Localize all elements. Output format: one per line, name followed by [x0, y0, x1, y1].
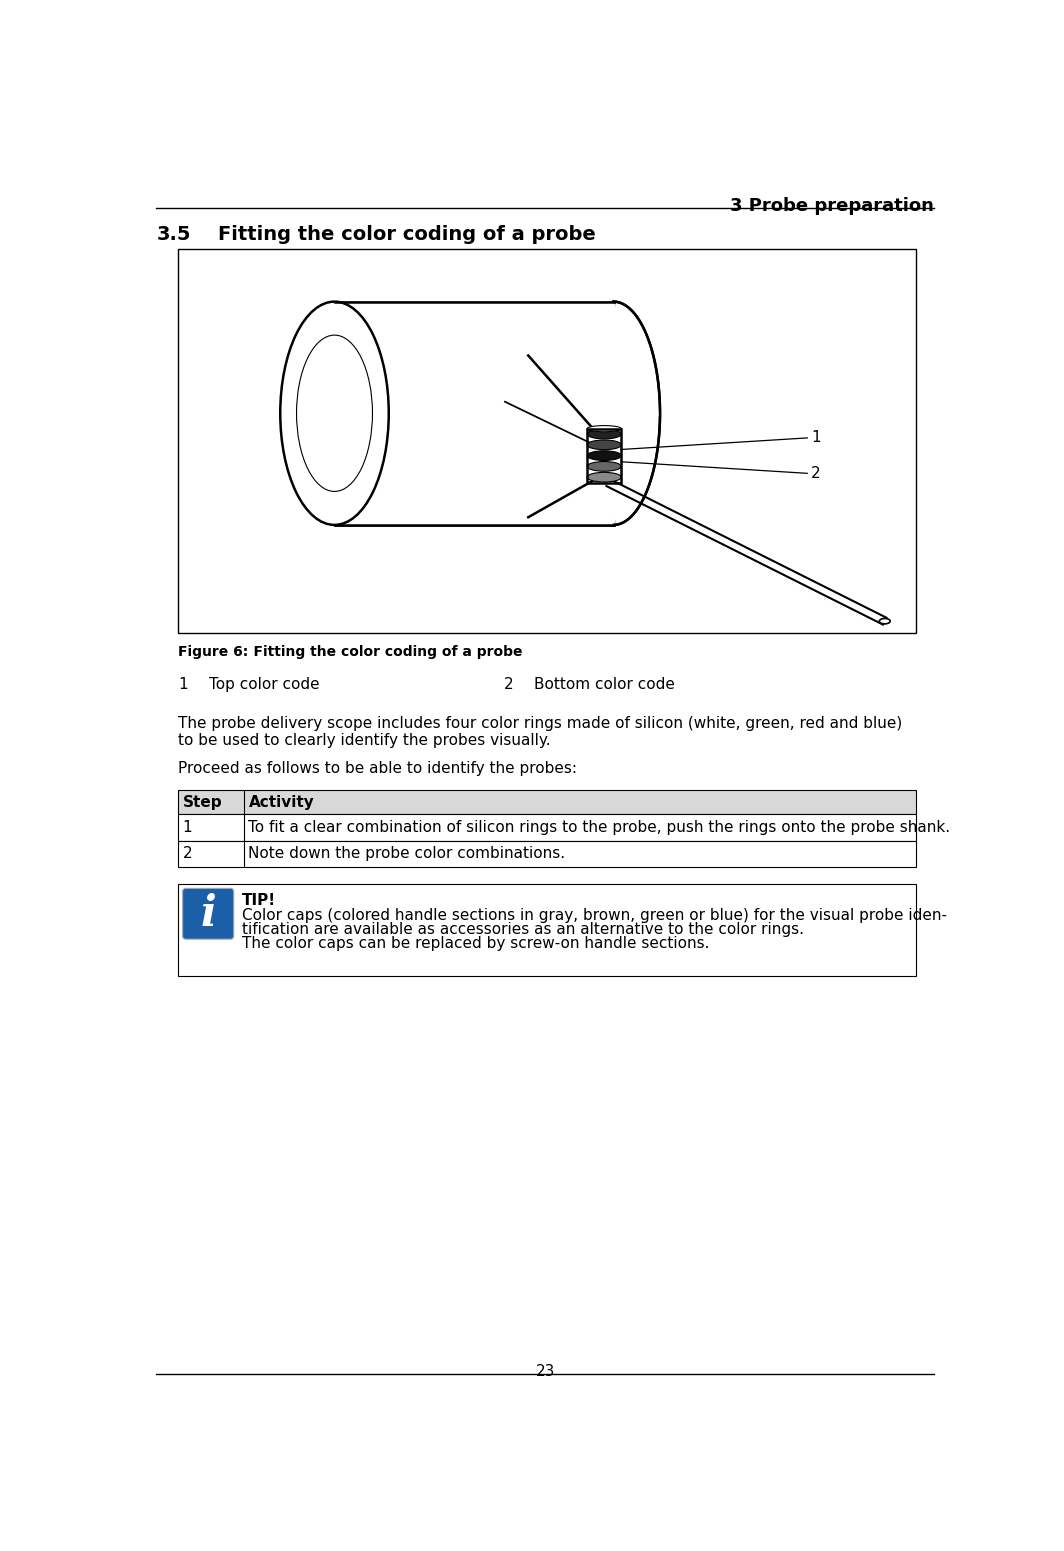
Text: Proceed as follows to be able to identify the probes:: Proceed as follows to be able to identif…	[178, 760, 577, 776]
Text: Fitting the color coding of a probe: Fitting the color coding of a probe	[234, 645, 522, 659]
Text: Figure 6:: Figure 6:	[178, 645, 248, 659]
Ellipse shape	[587, 473, 621, 482]
Bar	[178, 884, 916, 976]
Bar	[178, 789, 916, 814]
Text: 3 Probe preparation: 3 Probe preparation	[731, 197, 934, 216]
Bar	[178, 814, 916, 841]
FancyBboxPatch shape	[183, 889, 234, 940]
Bar	[178, 841, 916, 867]
Text: Activity: Activity	[249, 794, 314, 810]
Text: 2: 2	[183, 847, 193, 861]
Ellipse shape	[587, 451, 621, 461]
Ellipse shape	[879, 619, 891, 624]
Text: Bottom color code: Bottom color code	[534, 678, 676, 692]
Ellipse shape	[587, 425, 621, 431]
Ellipse shape	[587, 430, 621, 439]
Bar	[178, 250, 916, 633]
Text: 1: 1	[183, 820, 193, 834]
Text: Color caps (colored handle sections in gray, brown, green or blue) for the visua: Color caps (colored handle sections in g…	[242, 909, 947, 923]
Ellipse shape	[297, 335, 372, 492]
Text: TIP!: TIP!	[242, 893, 276, 907]
Text: 1: 1	[811, 431, 820, 445]
Text: 23: 23	[535, 1365, 555, 1379]
Text: Top color code: Top color code	[209, 678, 319, 692]
Text: Step: Step	[183, 794, 222, 810]
Text: Fitting the color coding of a probe: Fitting the color coding of a probe	[218, 225, 596, 244]
Text: 2: 2	[503, 678, 513, 692]
Text: To fit a clear combination of silicon rings to the probe, push the rings onto th: To fit a clear combination of silicon ri…	[249, 820, 950, 834]
Ellipse shape	[587, 462, 621, 472]
Ellipse shape	[587, 440, 621, 450]
Text: 3.5: 3.5	[156, 225, 190, 244]
Text: to be used to clearly identify the probes visually.: to be used to clearly identify the probe…	[178, 732, 550, 748]
Text: 2: 2	[811, 465, 820, 481]
Text: 1: 1	[178, 678, 187, 692]
Ellipse shape	[280, 301, 388, 524]
Polygon shape	[334, 301, 660, 524]
Text: tification are available as accessories as an alternative to the color rings.: tification are available as accessories …	[242, 923, 803, 937]
Text: The color caps can be replaced by screw-on handle sections.: The color caps can be replaced by screw-…	[242, 937, 709, 951]
Text: The probe delivery scope includes four color rings made of silicon (white, green: The probe delivery scope includes four c…	[178, 717, 902, 731]
Text: Note down the probe color combinations.: Note down the probe color combinations.	[249, 847, 566, 861]
Text: i: i	[200, 893, 216, 935]
